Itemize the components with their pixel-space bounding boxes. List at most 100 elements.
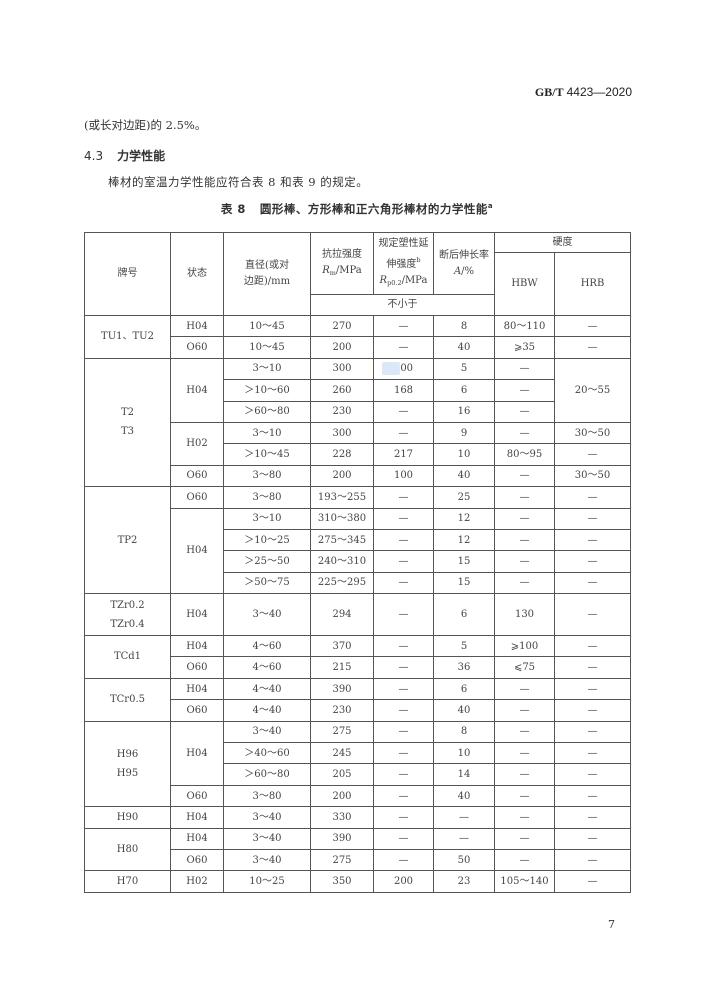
table-cell: H04 [170, 806, 224, 829]
table-cell: 3～10 [223, 357, 311, 381]
section-number: 4.3 [84, 149, 104, 163]
table-cell: 3～40 [223, 806, 311, 829]
table-cell: 390 [310, 827, 374, 850]
table-cell: 245 [310, 742, 374, 765]
table-cell: 8 [433, 720, 495, 744]
table-caption: 表 8 圆形棒、方形棒和正六角形棒材的力学性能a [84, 201, 630, 217]
table-row: TP2 O60 3～80 193～255—25— — [84, 486, 631, 595]
table-cell: — [373, 720, 434, 744]
table-cell: — [373, 742, 434, 765]
table-cell: — [373, 763, 434, 786]
table-cell: — [494, 848, 555, 872]
table-cell: 3～40 [223, 848, 311, 872]
table-cell: — [373, 336, 434, 359]
table-cell: O60 [170, 486, 224, 509]
table-cell: 100 [373, 464, 434, 488]
table-row: H90 H04 3～40 330— — — — [84, 806, 631, 829]
table-cell: 370 [310, 635, 374, 658]
table-cell: 3～40 [223, 827, 311, 850]
table-cell: O60 [170, 848, 224, 872]
standard-code: GB/T 4423—2020 [535, 85, 632, 100]
table-cell: — [494, 677, 555, 701]
section-title: 力学性能 [117, 149, 166, 163]
header-tensile-strength: 抗拉强度 Rm/MPa [310, 232, 374, 295]
table-cell: O60 [170, 784, 224, 808]
table-cell: ＞10～60 [223, 379, 311, 402]
table-row: H96 H95 H04 3～40 275—8— — [84, 720, 631, 808]
table-cell: — [554, 827, 631, 850]
table-cell: ＞60～80 [223, 763, 311, 786]
table-cell: 9 [433, 421, 495, 445]
header-state: 状态 [170, 232, 224, 316]
tensile-subscript: m [329, 268, 336, 277]
table-cell: 14 [433, 763, 495, 786]
table-title: 圆形棒、方形棒和正六角形棒材的力学性能 [259, 202, 488, 216]
table-cell: — [494, 528, 555, 552]
table-cell: 228 [310, 443, 374, 466]
table-cell: — [554, 699, 631, 722]
table-cell: 10～45 [223, 336, 311, 359]
table-cell: 3～10 [223, 507, 311, 530]
table-cell: 4～40 [223, 677, 311, 701]
table-cell: — [373, 827, 434, 850]
table-cell: — [494, 763, 555, 786]
table-row: TZr0.2 TZr0.4 H04 3～40 294—6 130— [84, 593, 631, 637]
table-cell: 350 [310, 870, 374, 893]
table-cell: 3～40 [223, 720, 311, 744]
table-cell: H02 [170, 870, 224, 893]
table-cell: — [373, 528, 434, 552]
table-cell: — [554, 742, 631, 765]
table-cell: — [554, 443, 631, 466]
table-cell: 30～50 [554, 464, 631, 488]
table-cell: T2 T3 [84, 357, 171, 488]
table-cell: — [373, 635, 434, 658]
table-cell: 275 [310, 848, 374, 872]
page-number: 7 [608, 918, 615, 931]
table-cell: — [433, 827, 495, 850]
table-cell: — [373, 421, 434, 445]
table-cell: 310～380 [310, 507, 374, 530]
table-cell: O60 [170, 464, 224, 488]
table-cell: — [373, 571, 434, 595]
table-cell: — [494, 720, 555, 744]
table-cell: 6 [433, 677, 495, 701]
table-cell: — [373, 400, 434, 423]
table-cell: 6 [433, 379, 495, 402]
table-cell: ＞60～80 [223, 400, 311, 423]
table-row: O60 4～40 230—40— — [85, 699, 631, 722]
table-cell: ＞50～75 [223, 571, 311, 595]
table-cell: ⩽75 [494, 656, 555, 679]
table-cell: 3～40 [223, 593, 311, 637]
table-cell: 16 [433, 400, 495, 423]
table-cell: — [554, 763, 631, 786]
table-cell: 300 [310, 421, 374, 445]
yield-unit: /MPa [401, 275, 428, 286]
table-cell: 23 [433, 870, 495, 893]
table-cell: 200 [373, 870, 434, 893]
table-cell: 40 [433, 784, 495, 808]
table-cell: 193～255 [310, 486, 374, 509]
table-cell: 40 [433, 464, 495, 488]
table-cell: 200 [310, 336, 374, 359]
header-grade: 牌号 [84, 232, 171, 316]
header-hbw: HBW [494, 252, 555, 316]
tensile-symbol: R [322, 264, 330, 276]
table-number: 表 8 [220, 202, 246, 216]
table-cell: H04 [170, 357, 224, 423]
table-cell: H70 [84, 870, 171, 893]
table-cell: — [554, 806, 631, 829]
table-cell: — [373, 784, 434, 808]
table-cell: 260 [310, 379, 374, 402]
table-cell: H02 [170, 421, 224, 466]
table-cell: — [494, 699, 555, 722]
table-cell: 230 [310, 400, 374, 423]
table-cell: ＞40～60 [223, 742, 311, 765]
table-cell: 12 [433, 507, 495, 530]
table-cell: — [554, 870, 631, 893]
table-cell: 205 [310, 763, 374, 786]
table-cell: — [373, 314, 434, 338]
table-row: ＞50～75 225～295—15— — [85, 571, 631, 595]
table-cell: 10 [433, 443, 495, 466]
table-cell: 3～10 [223, 421, 311, 445]
table-cell: 130 [494, 593, 555, 637]
